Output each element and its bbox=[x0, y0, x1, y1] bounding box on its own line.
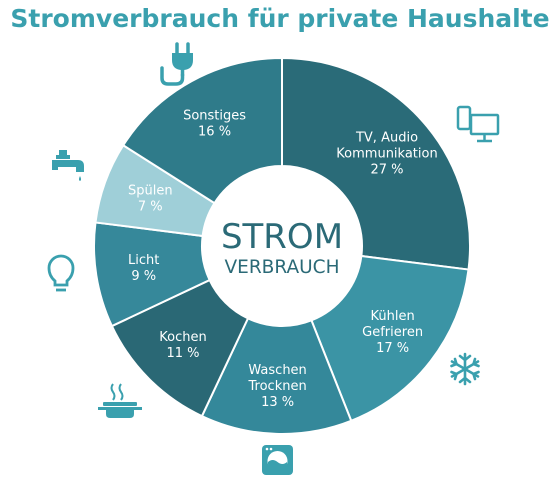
faucet-icon bbox=[52, 150, 84, 181]
segment-category-label: TV, Audio bbox=[355, 130, 418, 145]
center-label-line1: STROM bbox=[221, 217, 343, 257]
segment-category-label: Waschen bbox=[248, 363, 306, 378]
segment-label: Kochen 11 % bbox=[159, 330, 206, 361]
segment-category-label: Licht bbox=[128, 253, 159, 268]
segment-label: TV, Audio Kommunikation 27 % bbox=[336, 130, 437, 177]
segment-value-label: 13 % bbox=[261, 395, 294, 410]
segment-category-label: Kochen bbox=[159, 330, 206, 345]
center-label-line2: VERBRAUCH bbox=[224, 257, 339, 278]
donut-segments bbox=[93, 56, 471, 435]
snowflake-icon bbox=[450, 352, 480, 386]
light-bulb-icon bbox=[47, 254, 75, 292]
segment-label: Waschen Trocknen 13 % bbox=[248, 363, 307, 410]
donut-hole bbox=[202, 166, 362, 326]
segment-labels: TV, Audio Kommunikation 27 % Kühlen Gefriere… bbox=[128, 108, 438, 410]
cooking-pot-icon bbox=[98, 383, 142, 418]
segment-value-label: 16 % bbox=[198, 124, 231, 139]
segment-category-label: Trocknen bbox=[248, 379, 307, 394]
segment-value-label: 27 % bbox=[370, 162, 403, 177]
segment-value-label: 11 % bbox=[166, 346, 199, 361]
segment-category-label: Sonstiges bbox=[183, 108, 246, 123]
segment-label: Spülen 7 % bbox=[128, 184, 173, 215]
segment-value-label: 17 % bbox=[376, 341, 409, 356]
computer-icon bbox=[456, 105, 500, 143]
segment-category-label: Gefrieren bbox=[362, 325, 423, 340]
segment-label: Kühlen Gefrieren 17 % bbox=[362, 309, 423, 356]
washing-machine-icon bbox=[262, 445, 293, 475]
segment-label: Licht 9 % bbox=[128, 253, 159, 284]
segment-category-label: Kommunikation bbox=[336, 146, 437, 161]
segment-value-label: 9 % bbox=[131, 269, 156, 284]
chart-title: Stromverbrauch für private Haushalte bbox=[10, 4, 549, 33]
segment-label: Sonstiges 16 % bbox=[183, 108, 246, 139]
segment-category-label: Spülen bbox=[128, 184, 173, 199]
segment-category-label: Kühlen bbox=[371, 309, 415, 324]
segment-value-label: 7 % bbox=[138, 200, 163, 215]
power-plug-icon bbox=[160, 42, 193, 86]
